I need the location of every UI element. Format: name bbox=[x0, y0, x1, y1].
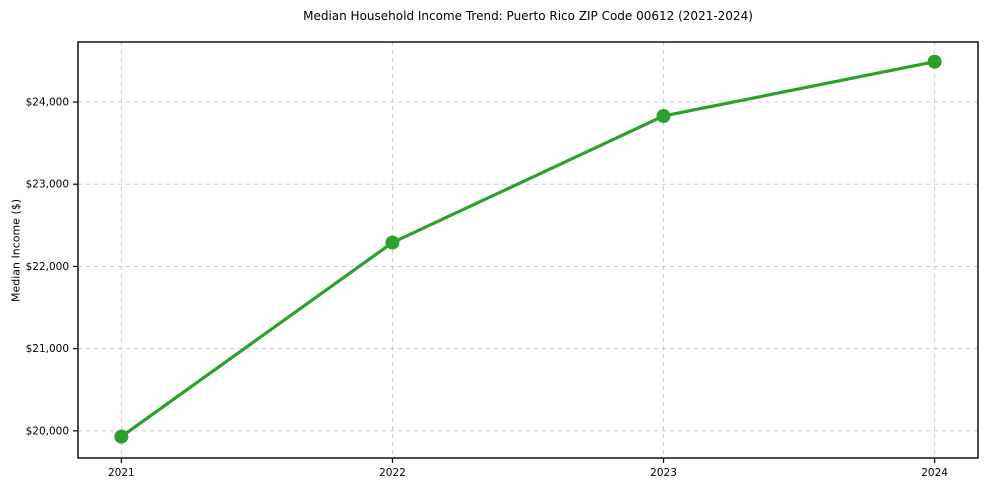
y-tick-label: $21,000 bbox=[26, 343, 69, 355]
y-tick-label: $24,000 bbox=[26, 97, 69, 109]
chart-title: Median Household Income Trend: Puerto Ri… bbox=[303, 9, 753, 23]
x-tick-label: 2024 bbox=[921, 467, 948, 479]
x-tick-label: 2021 bbox=[108, 467, 135, 479]
data-point-marker bbox=[385, 235, 400, 250]
data-point-marker bbox=[927, 54, 942, 69]
income-trend-line bbox=[119, 60, 937, 439]
data-point-marker bbox=[656, 108, 671, 123]
y-tick-label: $22,000 bbox=[26, 261, 69, 273]
y-tick-label: $20,000 bbox=[26, 425, 69, 437]
plot-border bbox=[77, 41, 979, 459]
x-tick-label: 2023 bbox=[650, 467, 677, 479]
x-tick-label: 2022 bbox=[379, 467, 406, 479]
data-point-marker bbox=[114, 429, 129, 444]
y-tick-label: $23,000 bbox=[26, 179, 69, 191]
